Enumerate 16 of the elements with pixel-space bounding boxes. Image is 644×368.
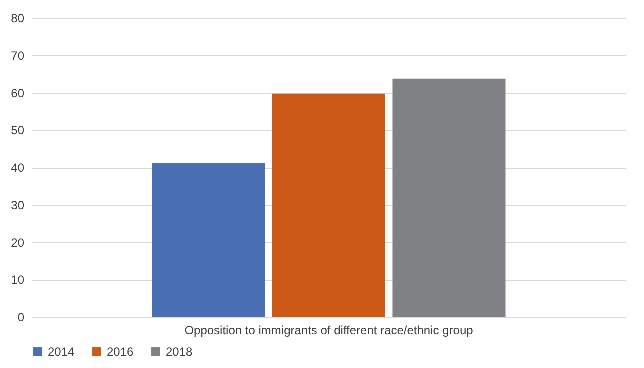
y-tick-label: 80	[11, 12, 25, 26]
y-tick-label: 40	[11, 161, 25, 175]
legend-label: 2018	[166, 345, 194, 359]
y-tick-label: 0	[18, 310, 25, 324]
y-tick-label: 70	[11, 48, 25, 63]
y-tick-label: 20	[11, 236, 25, 250]
y-tick-label: 50	[11, 124, 25, 138]
bar	[272, 94, 386, 317]
legend-label: 2016	[107, 345, 134, 359]
legend-label: 2014	[48, 345, 76, 359]
y-tick-label: 10	[11, 273, 25, 288]
bar	[392, 78, 506, 317]
x-tick-label: Opposition to immigrants of different race/ethnic group	[184, 324, 474, 338]
y-tick-label: 60	[11, 86, 25, 100]
y-tick-label: 30	[11, 198, 25, 212]
bar	[152, 163, 266, 317]
